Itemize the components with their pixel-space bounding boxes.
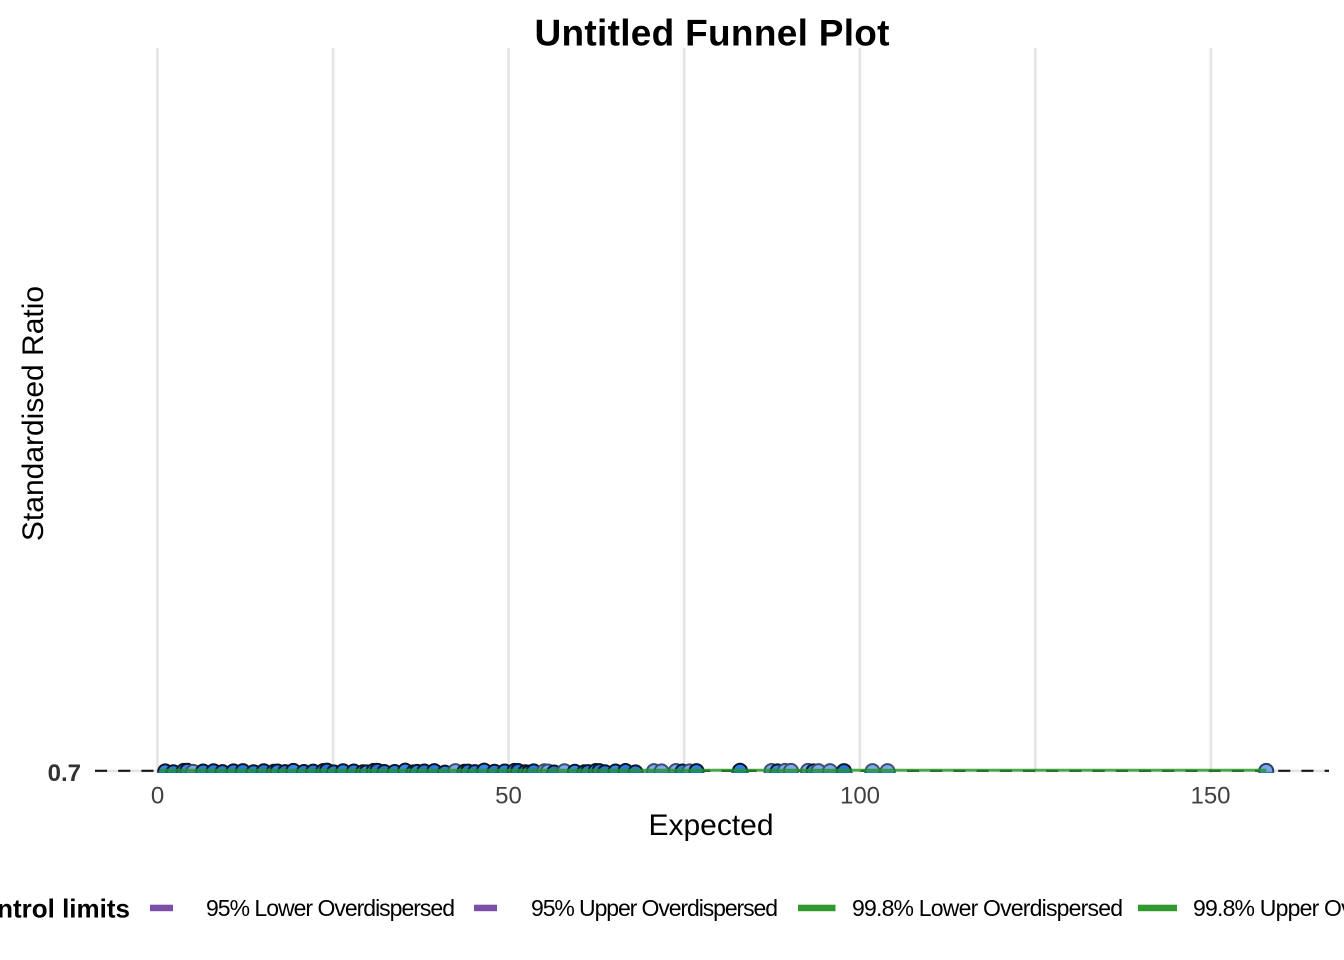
svg-text:95% Upper Overdispersed: 95% Upper Overdispersed: [531, 895, 778, 921]
svg-text:99.8% Lower Overdispersed: 99.8% Lower Overdispersed: [852, 895, 1123, 921]
svg-text:100: 100: [840, 782, 880, 809]
svg-text:150: 150: [1190, 782, 1230, 809]
svg-text:95% Lower Overdispersed: 95% Lower Overdispersed: [206, 895, 455, 921]
svg-text:Untitled Funnel Plot: Untitled Funnel Plot: [535, 13, 890, 54]
svg-text:Expected: Expected: [648, 809, 773, 842]
svg-text:Control limits: Control limits: [0, 894, 130, 924]
svg-text:Standardised Ratio: Standardised Ratio: [17, 286, 50, 541]
svg-text:99.8% Upper Overdispersed: 99.8% Upper Overdispersed: [1193, 895, 1344, 921]
svg-text:50: 50: [495, 782, 522, 809]
svg-text:0.7: 0.7: [48, 760, 81, 787]
svg-text:0: 0: [151, 782, 164, 809]
